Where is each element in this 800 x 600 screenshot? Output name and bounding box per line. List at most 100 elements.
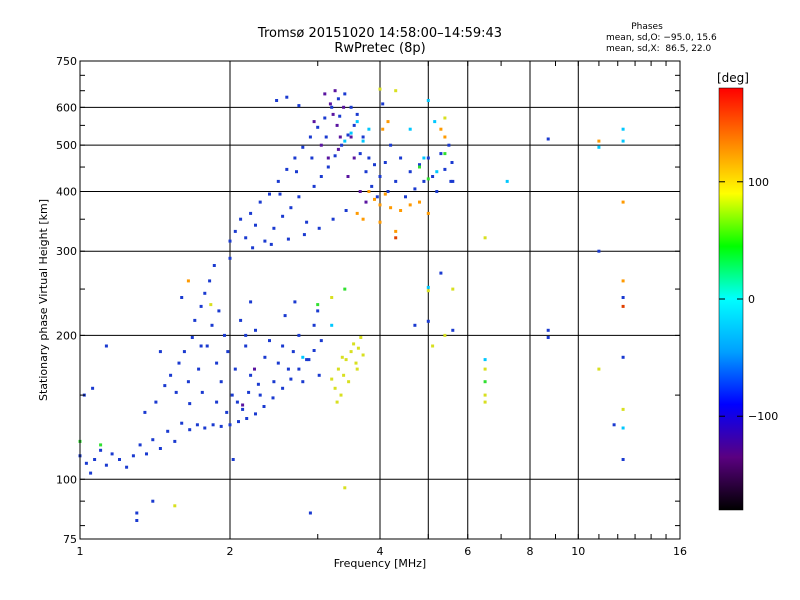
data-point xyxy=(439,127,443,131)
data-point xyxy=(110,452,114,456)
data-point xyxy=(483,380,487,384)
y-tick-label: 100 xyxy=(56,473,77,486)
data-point xyxy=(241,403,245,407)
data-point xyxy=(483,236,487,240)
data-point xyxy=(297,104,301,108)
data-point xyxy=(310,156,314,160)
data-point xyxy=(333,154,337,158)
data-point xyxy=(151,438,155,442)
data-point xyxy=(104,463,108,467)
data-point xyxy=(247,390,251,394)
data-point xyxy=(330,105,334,109)
data-point xyxy=(307,358,311,362)
data-point xyxy=(308,135,312,139)
data-point xyxy=(317,373,321,377)
data-point xyxy=(359,336,363,339)
data-point xyxy=(286,237,290,241)
data-point xyxy=(546,137,550,141)
data-point xyxy=(426,289,430,293)
data-point xyxy=(158,447,162,450)
data-point xyxy=(331,217,335,221)
data-point xyxy=(378,203,382,207)
data-point xyxy=(301,380,305,384)
data-point xyxy=(319,339,323,343)
info-heading: Phases xyxy=(631,22,663,32)
data-point xyxy=(312,184,316,188)
data-point xyxy=(373,197,376,201)
data-point xyxy=(219,424,223,428)
data-point xyxy=(281,386,285,390)
data-point xyxy=(426,319,430,323)
data-point xyxy=(138,443,142,447)
data-point xyxy=(546,336,550,339)
data-point xyxy=(340,355,344,359)
data-point xyxy=(333,386,337,390)
data-point xyxy=(319,143,323,147)
data-point xyxy=(418,165,421,169)
data-point xyxy=(621,355,625,359)
data-point xyxy=(235,400,239,404)
data-point xyxy=(546,328,550,332)
data-point xyxy=(217,309,221,313)
data-point xyxy=(258,200,262,204)
data-point xyxy=(447,143,451,147)
colorbar-ticks: 100 0 −100 xyxy=(719,176,778,423)
data-point xyxy=(271,396,275,400)
data-point xyxy=(215,361,219,365)
data-point xyxy=(118,458,121,461)
x-tick-label: 8 xyxy=(527,545,534,558)
data-point xyxy=(210,323,214,327)
data-point xyxy=(205,344,209,348)
data-point xyxy=(276,179,280,183)
data-point xyxy=(182,350,186,354)
data-point xyxy=(188,402,192,406)
data-point xyxy=(336,97,340,101)
data-point xyxy=(237,420,240,424)
data-point xyxy=(331,112,335,116)
data-point xyxy=(338,135,342,139)
y-tick-label: 200 xyxy=(56,329,77,342)
data-point xyxy=(251,246,255,250)
data-point xyxy=(333,89,337,93)
data-point xyxy=(297,367,301,371)
data-point xyxy=(335,400,339,404)
data-point xyxy=(254,328,257,332)
data-point xyxy=(297,195,301,199)
data-point xyxy=(233,229,237,233)
y-tick-label: 400 xyxy=(56,185,77,198)
data-point xyxy=(335,123,339,127)
data-point xyxy=(151,499,155,503)
data-point xyxy=(219,380,223,384)
data-point xyxy=(349,135,353,139)
data-point xyxy=(451,179,455,183)
data-point xyxy=(364,200,368,204)
data-point xyxy=(135,519,139,522)
data-point xyxy=(326,156,330,160)
data-point xyxy=(408,203,412,207)
data-point xyxy=(383,192,387,196)
data-point xyxy=(450,161,454,164)
data-point xyxy=(208,279,212,283)
data-points xyxy=(78,87,625,522)
data-point xyxy=(316,309,320,313)
data-point xyxy=(330,323,334,327)
data-point xyxy=(352,342,356,346)
data-point xyxy=(399,209,403,212)
data-point xyxy=(408,170,412,174)
data-point xyxy=(163,384,167,388)
data-point xyxy=(281,214,285,218)
data-point xyxy=(343,287,347,291)
data-point xyxy=(312,120,316,124)
data-point xyxy=(621,296,625,299)
data-point xyxy=(621,304,625,308)
data-point xyxy=(197,367,201,371)
data-point xyxy=(361,139,365,143)
data-point xyxy=(349,105,353,109)
data-point xyxy=(355,211,359,215)
data-point xyxy=(293,156,297,160)
data-point xyxy=(621,426,625,430)
data-point xyxy=(245,417,249,420)
data-point xyxy=(195,423,199,427)
data-point xyxy=(239,318,243,322)
data-point xyxy=(404,195,407,199)
